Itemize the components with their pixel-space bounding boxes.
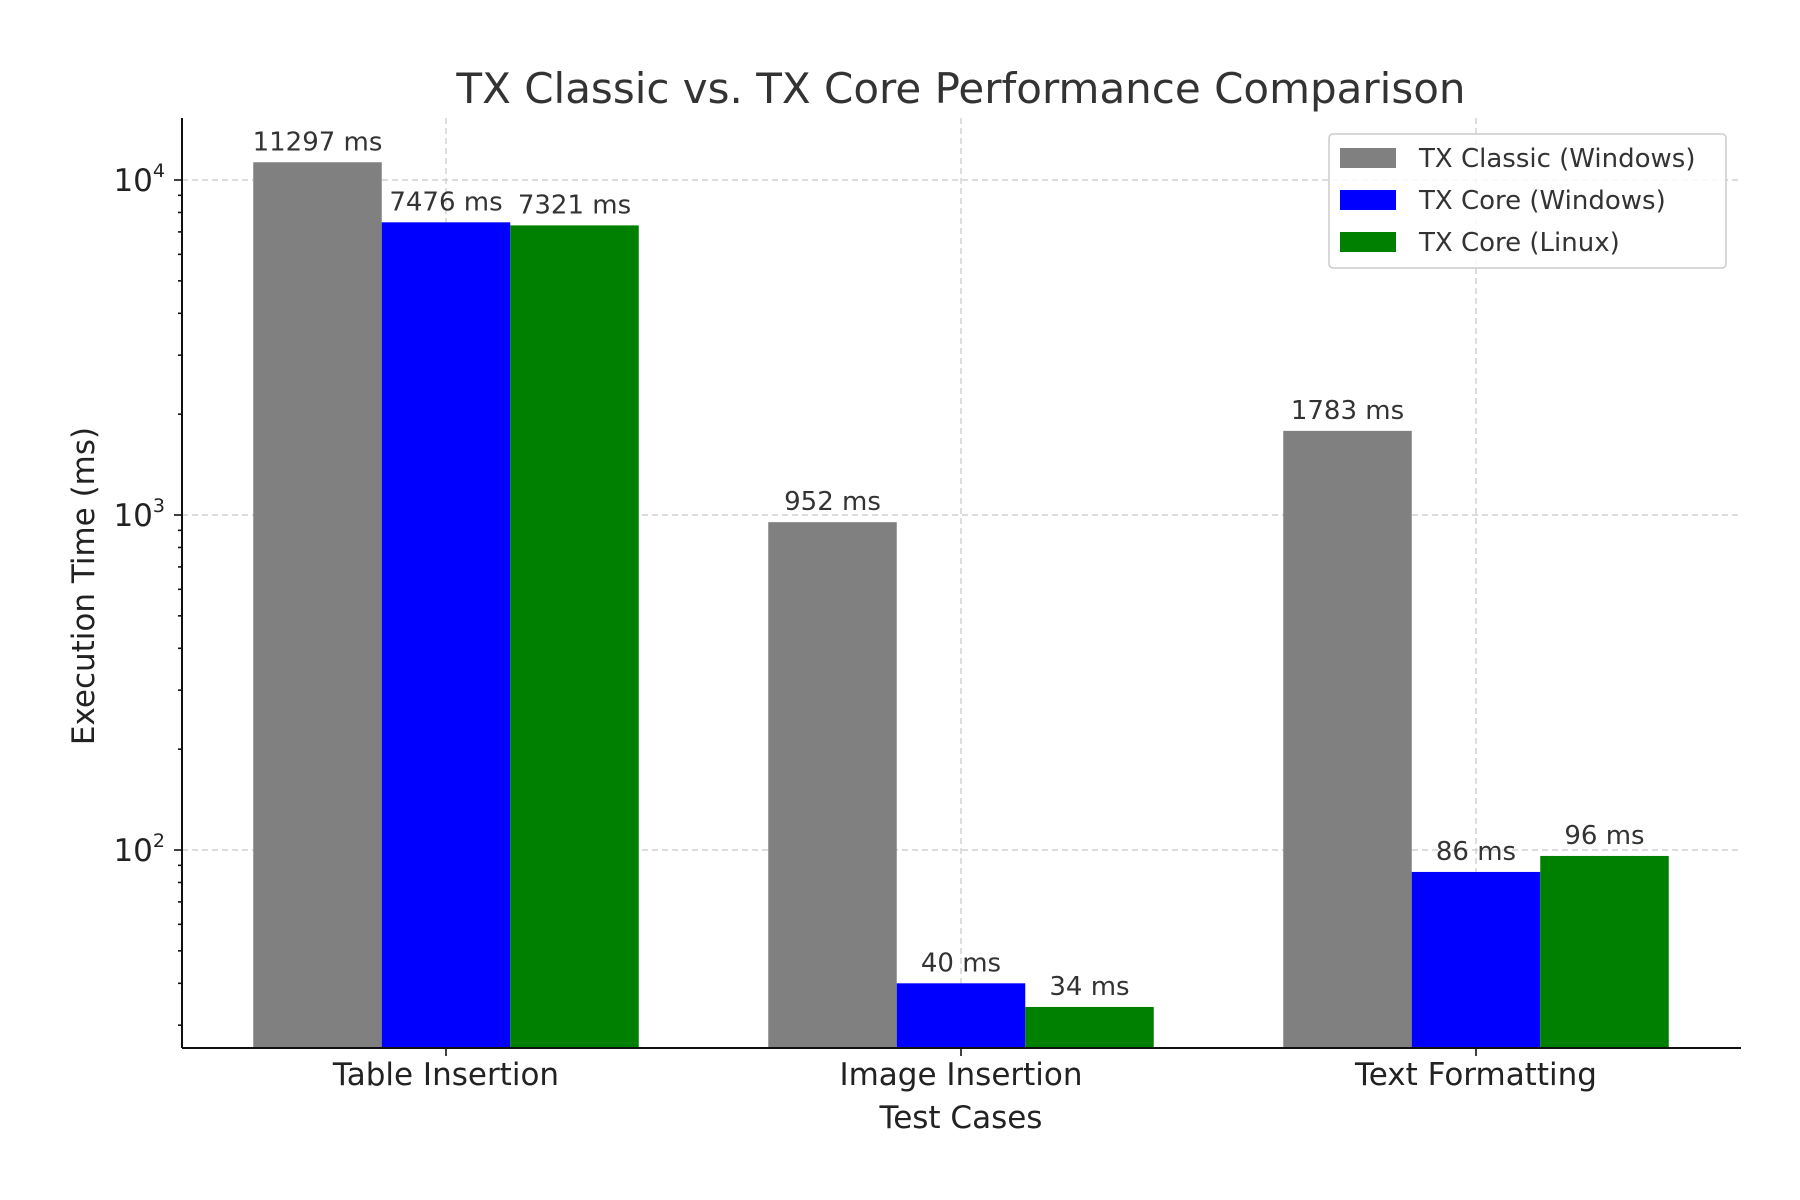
legend-swatch	[1340, 190, 1396, 210]
legend-label: TX Core (Linux)	[1418, 228, 1620, 258]
bar	[253, 162, 382, 1049]
bar-value-label: 40 ms	[921, 948, 1001, 978]
bar	[1025, 1006, 1154, 1048]
x-tick-label: Image Insertion	[839, 1057, 1082, 1093]
x-tick-label: Text Formatting	[1354, 1057, 1597, 1093]
legend: TX Classic (Windows) TX Core (Windows) TX …	[1328, 133, 1727, 269]
bar-value-label: 34 ms	[1049, 972, 1129, 1002]
legend-box	[1328, 133, 1727, 269]
bar-value-label: 11297 ms	[253, 127, 383, 157]
bar-value-label: 96 ms	[1564, 821, 1644, 851]
legend-swatch	[1340, 232, 1396, 252]
bar	[381, 222, 511, 1048]
x-tick-label: Table Insertion	[332, 1057, 559, 1093]
data-labels: 11297 ms 952 ms 1783 ms 7476 ms 40 ms 86 ms 73…	[253, 127, 1645, 1002]
bar	[1540, 855, 1669, 1048]
y-axis-label: Execution Time (ms)	[66, 427, 102, 745]
bar	[896, 983, 1026, 1048]
bar-value-label: 86 ms	[1436, 837, 1516, 867]
chart-title: TX Classic vs. TX Core Performance Compa…	[455, 64, 1465, 113]
legend-label: TX Classic (Windows)	[1418, 144, 1696, 174]
y-tick-label: 102	[113, 830, 165, 869]
bar	[768, 522, 897, 1048]
legend-label: TX Core (Windows)	[1418, 186, 1666, 216]
bar-value-label: 7476 ms	[389, 187, 502, 217]
bar	[510, 225, 639, 1049]
bars	[253, 162, 1669, 1049]
axes	[174, 118, 1741, 1056]
y-tick-label: 104	[113, 160, 165, 199]
y-tick-label: 103	[113, 495, 165, 534]
bar-value-label: 952 ms	[784, 487, 881, 517]
bar-value-label: 7321 ms	[518, 190, 631, 220]
bar	[1411, 871, 1541, 1048]
x-axis-label: Test Cases	[879, 1100, 1043, 1136]
bar	[1283, 430, 1412, 1049]
bar-value-label: 1783 ms	[1291, 396, 1404, 426]
tick-labels: 102 103 104 Table Insertion Image Insertion T…	[113, 160, 1596, 1093]
legend-swatch	[1340, 148, 1396, 168]
